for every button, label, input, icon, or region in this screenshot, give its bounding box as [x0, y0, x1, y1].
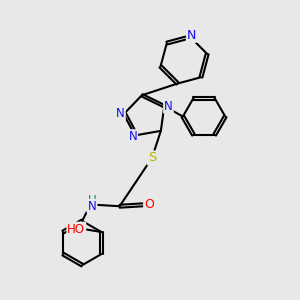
Text: N: N [116, 107, 125, 120]
Text: N: N [187, 29, 196, 42]
Text: HO: HO [67, 223, 85, 236]
Text: S: S [148, 152, 156, 164]
Text: N: N [88, 200, 96, 213]
Text: N: N [128, 130, 137, 143]
Text: N: N [164, 100, 173, 113]
Text: H: H [88, 194, 96, 207]
Text: O: O [144, 198, 154, 211]
